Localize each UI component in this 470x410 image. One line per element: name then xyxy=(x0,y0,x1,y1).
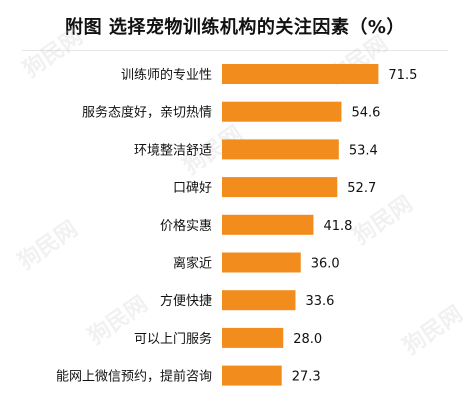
category-label: 方便快捷 xyxy=(160,293,212,309)
bar xyxy=(222,101,342,122)
category-label: 环境整洁舒适 xyxy=(134,143,212,158)
value-label: 53.4 xyxy=(349,143,378,158)
category-label: 训练师的专业性 xyxy=(121,67,212,83)
value-label: 41.8 xyxy=(323,219,352,234)
bar xyxy=(222,64,379,84)
bar xyxy=(222,290,296,311)
bar xyxy=(222,139,339,160)
value-label: 28.0 xyxy=(293,332,322,347)
value-label: 27.3 xyxy=(292,370,321,385)
category-label: 价格实惠 xyxy=(160,218,212,234)
category-label: 离家近 xyxy=(173,256,212,272)
chart-title: 附图 选择宠物训练机构的关注因素（%） xyxy=(65,17,405,38)
watermark-text: 狗民网 xyxy=(14,217,82,275)
bar xyxy=(222,252,301,273)
category-label: 服务态度好，亲切热情 xyxy=(82,105,212,121)
bar xyxy=(222,327,284,348)
category-label-group: 训练师的专业性服务态度好，亲切热情环境整洁舒适口碑好价格实惠离家近方便快捷可以上… xyxy=(56,67,212,385)
category-label: 能网上微信预约，提前咨询 xyxy=(56,369,212,385)
category-label: 可以上门服务 xyxy=(134,331,212,347)
title-divider xyxy=(22,50,448,51)
value-label: 33.6 xyxy=(306,294,335,309)
watermark-text: 狗民网 xyxy=(19,25,87,83)
value-label-group: 71.5 54.6 53.4 52.7 41.8 36.0 33.6 28.0 27.3 xyxy=(292,68,418,385)
category-label: 口碑好 xyxy=(173,180,212,196)
value-label: 36.0 xyxy=(311,257,340,272)
value-label: 71.5 xyxy=(388,68,417,83)
bar xyxy=(222,214,314,235)
bar xyxy=(222,365,282,386)
value-label: 52.7 xyxy=(347,181,376,196)
bar-group xyxy=(222,64,379,386)
watermark-text: 狗民网 xyxy=(399,302,467,360)
watermark-text: 狗民网 xyxy=(349,192,417,250)
value-label: 54.6 xyxy=(351,106,380,121)
bar xyxy=(222,177,338,198)
